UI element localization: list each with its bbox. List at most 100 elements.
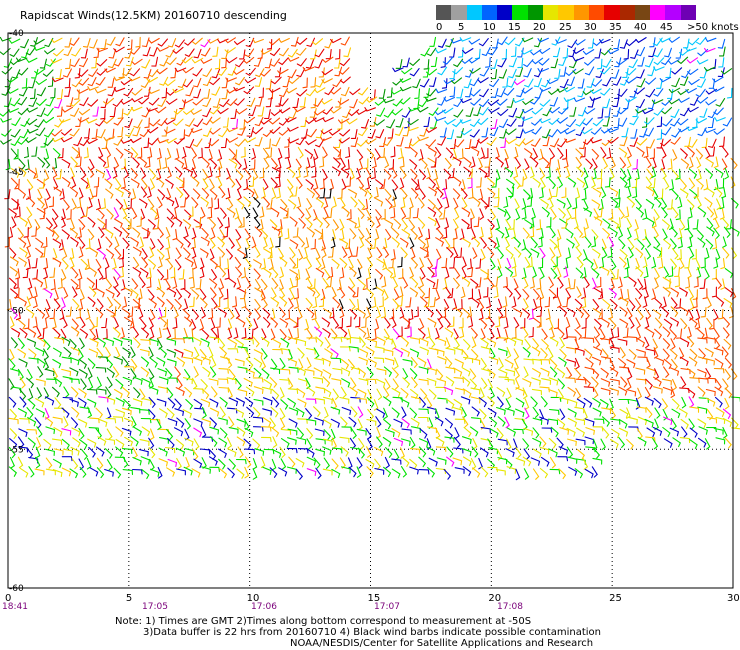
wind-barb — [259, 206, 265, 218]
wind-barb — [228, 416, 235, 428]
wind-barb — [635, 37, 647, 44]
wind-barb — [260, 436, 272, 443]
wind-barb — [522, 168, 528, 181]
wind-barb — [393, 418, 403, 428]
wind-barb — [489, 208, 497, 221]
wind-barb — [10, 288, 19, 299]
wind-barb — [642, 256, 648, 268]
wind-barb — [295, 136, 306, 146]
wind-barb — [244, 137, 256, 143]
wind-barb — [511, 327, 517, 339]
wind-barb — [339, 76, 351, 84]
wind-barb — [550, 258, 558, 271]
wind-barb — [26, 118, 38, 126]
wind-barb — [699, 108, 708, 118]
wind-barb — [18, 358, 28, 368]
wind-barb — [722, 327, 730, 339]
wind-barb — [201, 388, 210, 399]
wind-barb — [413, 306, 419, 318]
wind-barb — [156, 67, 168, 75]
wind-barb — [547, 347, 554, 360]
wind-barb — [469, 67, 481, 74]
wind-barb — [122, 376, 133, 386]
wind-barb — [530, 166, 535, 179]
wind-barb — [78, 246, 84, 258]
wind-barb — [322, 446, 332, 455]
wind-barb — [521, 87, 533, 94]
wind-barb — [645, 327, 655, 338]
wind-barb — [357, 406, 364, 418]
wind-barb — [201, 406, 207, 419]
wind-barb — [596, 276, 602, 288]
legend-swatch — [680, 5, 697, 20]
wind-barb — [602, 218, 611, 229]
wind-barb — [574, 357, 580, 370]
wind-barb — [306, 257, 313, 270]
wind-barb — [260, 426, 272, 432]
wind-barb — [566, 76, 575, 87]
wind-barb — [146, 267, 152, 279]
wind-barb — [497, 396, 504, 408]
wind-barb — [260, 69, 272, 77]
wind-barb — [513, 317, 520, 329]
wind-barb — [176, 468, 186, 476]
wind-barb — [462, 388, 472, 398]
wind-barb — [540, 198, 549, 209]
wind-barb — [454, 427, 460, 439]
wind-barb — [418, 149, 424, 161]
wind-barb — [713, 308, 719, 321]
wind-barb — [85, 118, 98, 124]
wind-barb — [53, 427, 63, 437]
wind-barb — [246, 406, 255, 418]
wind-barb — [469, 89, 481, 97]
wind-barb — [452, 298, 458, 310]
wind-barb — [707, 206, 715, 218]
wind-barb — [122, 347, 132, 358]
wind-barb — [200, 236, 210, 247]
wind-barb — [245, 456, 252, 468]
wind-barb — [302, 77, 308, 89]
wind-barb — [18, 337, 26, 349]
wind-barb — [193, 458, 203, 469]
wind-barb — [580, 327, 587, 339]
legend-color-bar — [436, 5, 697, 20]
wind-barb — [671, 129, 682, 138]
wind-barb — [439, 209, 446, 220]
wind-barb — [471, 138, 480, 149]
wind-barb — [591, 268, 600, 279]
wind-barb — [541, 378, 552, 386]
wind-barb — [72, 437, 81, 448]
wind-barb — [69, 99, 81, 107]
wind-barb — [88, 286, 97, 297]
wind-barb — [619, 176, 628, 188]
wind-barb — [544, 296, 551, 308]
wind-barb — [63, 287, 69, 299]
wind-barb — [614, 189, 621, 200]
wind-barb — [617, 338, 628, 346]
wind-barb — [132, 157, 140, 169]
wind-barb — [9, 408, 18, 420]
wind-barb — [390, 207, 396, 219]
wind-barb — [288, 199, 297, 210]
wind-barb — [141, 327, 150, 339]
wind-barb — [496, 87, 506, 98]
wind-barb — [697, 207, 707, 218]
wind-barb — [35, 408, 45, 418]
wind-barb — [540, 396, 548, 408]
wind-barb — [26, 377, 35, 389]
wind-barb — [484, 157, 491, 168]
wind-barb — [36, 107, 46, 118]
wind-barb — [478, 107, 489, 116]
wind-barb — [517, 116, 525, 127]
wind-barb — [398, 268, 404, 280]
wind-barb — [460, 396, 471, 405]
wind-barb — [138, 156, 148, 168]
wind-barb — [717, 308, 724, 320]
wind-barb — [335, 97, 342, 108]
wind-barb — [148, 346, 154, 359]
wind-barb — [141, 426, 151, 437]
wind-barb — [232, 296, 238, 308]
wind-barb — [539, 267, 545, 280]
wind-barb — [653, 209, 660, 221]
wind-barb — [176, 187, 184, 199]
